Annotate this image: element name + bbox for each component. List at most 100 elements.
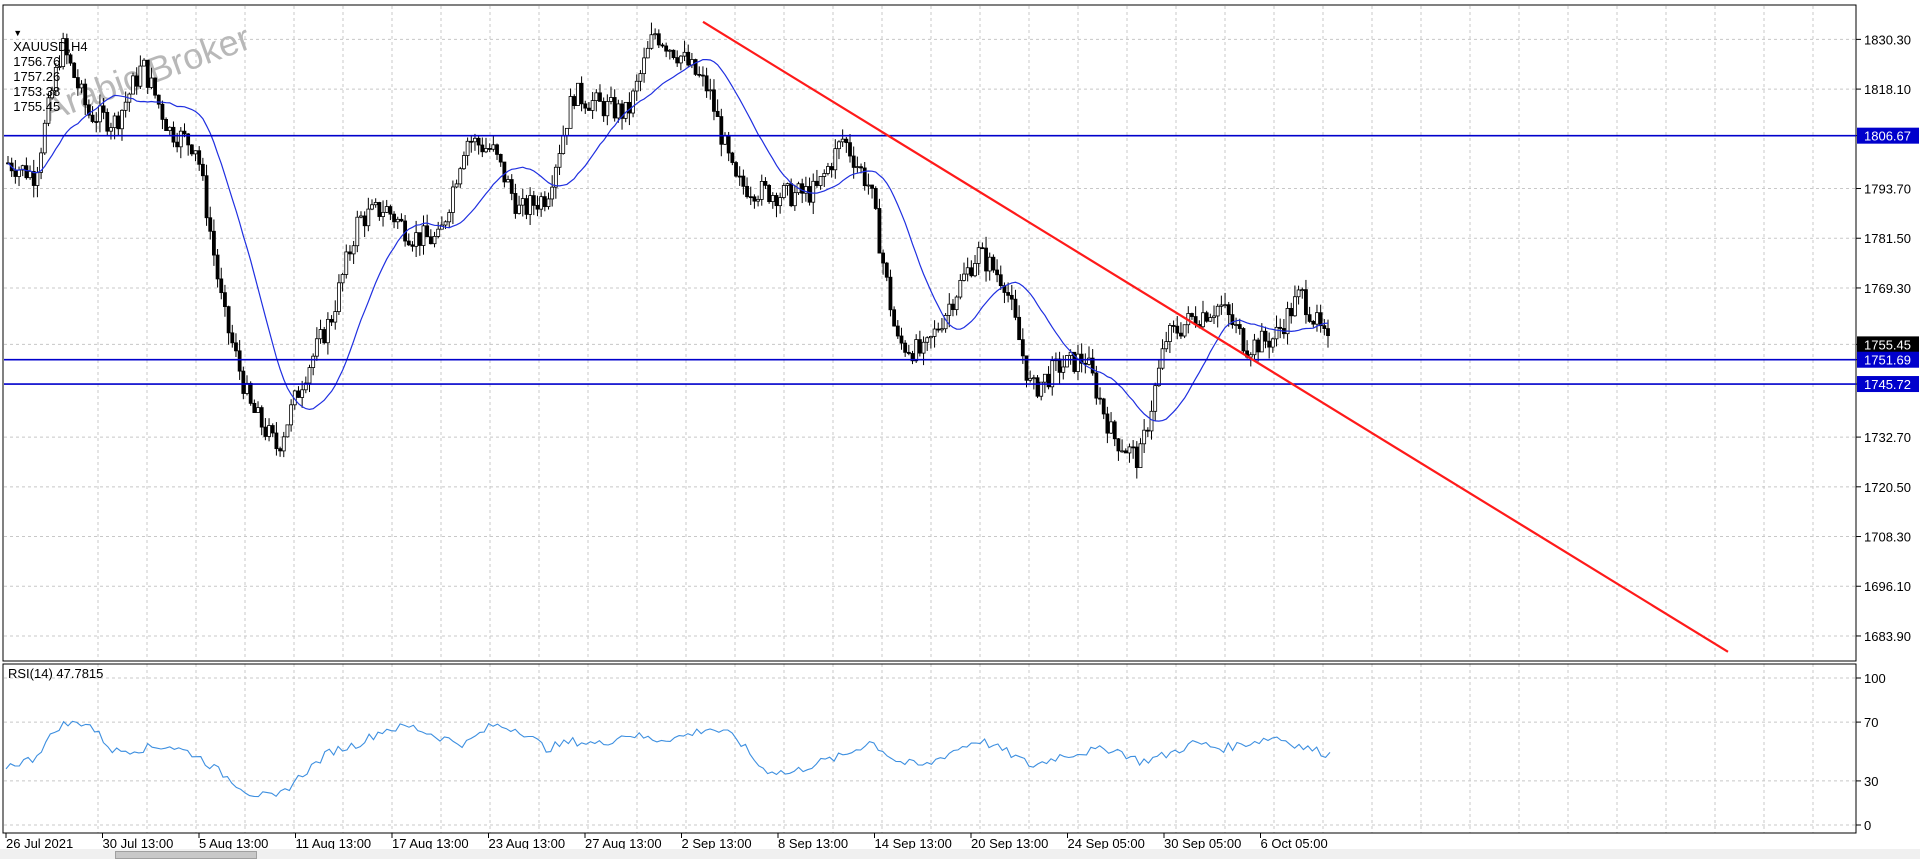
time-tick-label: 2 Sep 13:00 bbox=[682, 836, 752, 851]
level-price-tag bbox=[1857, 127, 1919, 144]
candle-body bbox=[256, 407, 260, 413]
candle-body bbox=[1028, 377, 1033, 381]
candle-body bbox=[1138, 443, 1143, 469]
candle-body bbox=[509, 179, 514, 194]
candle-body bbox=[601, 101, 606, 117]
candle-body bbox=[83, 83, 88, 106]
candle-body bbox=[46, 97, 51, 124]
candle-body bbox=[958, 280, 963, 298]
candle-body bbox=[259, 407, 264, 428]
candle-body bbox=[535, 205, 540, 210]
scrollbar-thumb[interactable] bbox=[115, 851, 257, 859]
horizontal-scrollbar[interactable] bbox=[0, 849, 1920, 859]
candle-body bbox=[712, 89, 716, 112]
candle-body bbox=[112, 115, 117, 129]
candle-body bbox=[226, 306, 231, 334]
candle-body bbox=[373, 202, 378, 206]
candle-body bbox=[678, 55, 683, 64]
candle-body bbox=[627, 101, 632, 114]
level-price-tag bbox=[1857, 376, 1919, 393]
chart-frame bbox=[2, 4, 1857, 834]
candle-body bbox=[417, 232, 422, 246]
candle-body bbox=[182, 130, 187, 135]
candle-body bbox=[1076, 353, 1080, 372]
candle-body bbox=[1293, 296, 1297, 317]
candle-body bbox=[1061, 366, 1066, 373]
candle-body bbox=[406, 240, 411, 246]
candle-body bbox=[64, 38, 69, 56]
candle-body bbox=[167, 126, 172, 131]
candle-body bbox=[715, 110, 720, 117]
candle-body bbox=[726, 134, 731, 154]
candle-body bbox=[1237, 324, 1242, 329]
candle-body bbox=[947, 303, 952, 316]
candle-body bbox=[447, 212, 452, 223]
candle-body bbox=[473, 137, 477, 143]
candle-body bbox=[789, 183, 794, 207]
candle-body bbox=[734, 162, 738, 177]
candle-body bbox=[623, 101, 628, 119]
candle-body bbox=[414, 232, 419, 247]
candle-body bbox=[829, 166, 834, 171]
candle-body bbox=[366, 208, 371, 227]
candle-body bbox=[105, 111, 110, 132]
candle-body bbox=[719, 116, 724, 145]
main-pane-border bbox=[2, 4, 1857, 662]
candle-body bbox=[1112, 421, 1117, 440]
candle-body bbox=[138, 65, 143, 87]
price-tick-label: 1732.70 bbox=[1864, 430, 1911, 445]
open-value: 1756.76 bbox=[13, 54, 61, 69]
candle-body bbox=[976, 247, 981, 264]
candle-body bbox=[75, 77, 80, 89]
candle-body bbox=[917, 339, 922, 354]
candle-body bbox=[671, 49, 676, 58]
candle-body bbox=[307, 367, 312, 384]
rsi-pane-border bbox=[2, 663, 1857, 834]
level-price-label: 1751.69 bbox=[1864, 353, 1911, 368]
trendline[interactable] bbox=[702, 20, 1729, 653]
candle-body bbox=[1326, 328, 1330, 337]
candle-body bbox=[778, 197, 783, 207]
candle-body bbox=[270, 425, 275, 434]
candle-body bbox=[1009, 294, 1014, 300]
candle-body bbox=[675, 57, 680, 64]
candle-body bbox=[1241, 328, 1246, 352]
candle-body bbox=[1065, 355, 1069, 368]
candle-body bbox=[149, 77, 154, 88]
candle-body bbox=[520, 198, 525, 206]
candle-body bbox=[98, 105, 102, 123]
candle-body bbox=[1142, 429, 1147, 445]
candle-body bbox=[572, 96, 577, 106]
candle-body bbox=[248, 382, 253, 404]
candle-body bbox=[837, 141, 841, 150]
candle-body bbox=[609, 97, 613, 102]
candle-body bbox=[1094, 372, 1099, 399]
candle-body bbox=[763, 181, 768, 186]
candle-body bbox=[660, 44, 665, 47]
candle-body bbox=[296, 390, 301, 398]
candle-body bbox=[436, 228, 441, 237]
candle-body bbox=[517, 204, 521, 214]
time-tick-label: 5 Aug 13:00 bbox=[199, 836, 268, 851]
candle-body bbox=[553, 166, 558, 188]
candle-body bbox=[31, 170, 36, 186]
candle-body bbox=[998, 274, 1003, 287]
candle-body bbox=[1311, 321, 1316, 325]
candle-body bbox=[579, 82, 584, 105]
candle-body bbox=[1116, 438, 1121, 452]
candle-body bbox=[491, 144, 496, 150]
candle-body bbox=[90, 114, 95, 122]
triangle-down-icon[interactable]: ▼ bbox=[13, 28, 23, 38]
candle-body bbox=[932, 328, 937, 337]
candle-body bbox=[587, 107, 591, 111]
candle-body bbox=[649, 34, 654, 49]
horizontal-levels[interactable] bbox=[4, 134, 1856, 385]
candle-body bbox=[542, 196, 547, 208]
candle-body bbox=[1212, 315, 1216, 318]
candle-body bbox=[980, 247, 985, 250]
candle-body bbox=[951, 303, 955, 311]
price-tick-label: 1683.90 bbox=[1864, 629, 1911, 644]
candle-body bbox=[539, 196, 544, 210]
candle-body bbox=[359, 215, 363, 218]
